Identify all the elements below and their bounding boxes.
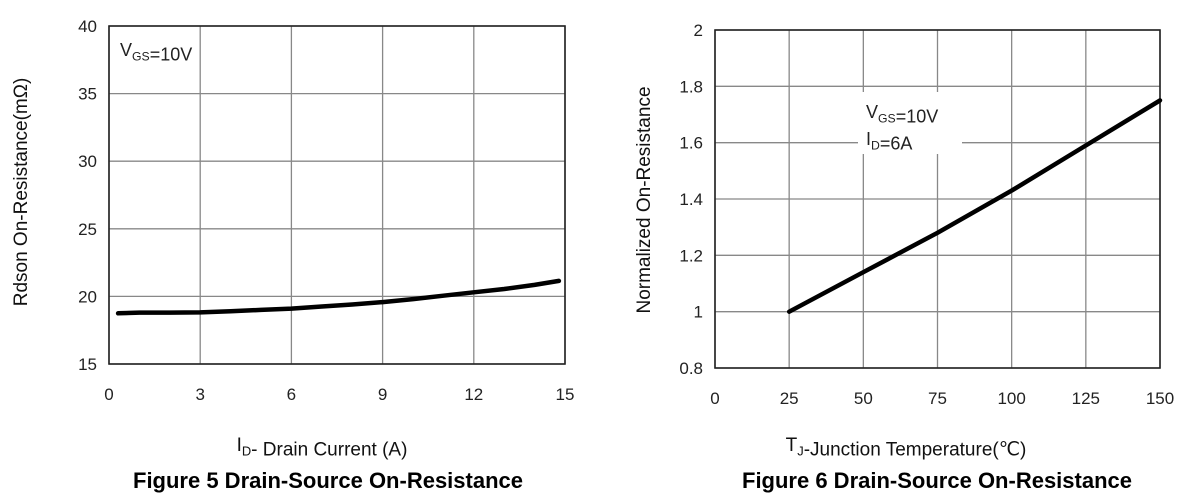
y-tick-label: 2 bbox=[694, 21, 703, 40]
y-tick-label: 30 bbox=[78, 152, 97, 171]
y-tick-label: 1.4 bbox=[679, 190, 703, 209]
y-tick-labels: 0.8 1 1.2 1.4 1.6 1.8 2 bbox=[679, 21, 703, 378]
x-tick-label: 75 bbox=[928, 389, 947, 408]
plot-frame bbox=[108, 25, 566, 365]
annotation-id: ID=6A bbox=[866, 129, 912, 153]
x-tick-label: 12 bbox=[464, 385, 483, 404]
y-tick-label: 40 bbox=[78, 17, 97, 36]
annotation-vgs: VGS=10V bbox=[866, 102, 938, 126]
grid bbox=[714, 29, 1161, 369]
y-tick-label: 1.2 bbox=[679, 246, 703, 265]
x-tick-label: 0 bbox=[710, 389, 719, 408]
plot-frame bbox=[714, 29, 1161, 369]
x-tick-label: 9 bbox=[378, 385, 387, 404]
y-tick-label: 1 bbox=[694, 303, 703, 322]
y-tick-label: 1.6 bbox=[679, 134, 703, 153]
x-tick-label: 6 bbox=[287, 385, 296, 404]
y-tick-label: 15 bbox=[78, 355, 97, 374]
x-tick-label: 150 bbox=[1146, 389, 1174, 408]
x-axis-label: ID- Drain Current (A) bbox=[237, 435, 408, 461]
x-tick-label: 15 bbox=[556, 385, 575, 404]
x-tick-labels: 0 3 6 9 12 15 bbox=[104, 385, 574, 404]
series-line bbox=[115, 278, 562, 316]
y-tick-labels: 15 20 25 30 35 40 bbox=[78, 17, 97, 374]
figure-caption: Figure 6 Drain-Source On-Resistance bbox=[742, 468, 1132, 493]
y-tick-label: 25 bbox=[78, 220, 97, 239]
x-tick-label: 125 bbox=[1072, 389, 1100, 408]
y-axis-label: Normalized On-Resistance bbox=[634, 86, 655, 313]
x-tick-label: 50 bbox=[854, 389, 873, 408]
x-axis-label: TJ-Junction Temperature(℃) bbox=[786, 435, 1027, 461]
y-tick-label: 20 bbox=[78, 287, 97, 306]
y-tick-label: 1.8 bbox=[679, 77, 703, 96]
y-tick-label: 0.8 bbox=[679, 359, 703, 378]
x-tick-labels: 0 25 50 75 100 125 150 bbox=[710, 389, 1174, 408]
x-tick-label: 100 bbox=[997, 389, 1025, 408]
annotation-background bbox=[858, 92, 962, 154]
x-tick-label: 0 bbox=[104, 385, 113, 404]
y-tick-label: 35 bbox=[78, 85, 97, 104]
chart-drain-current: 15 20 25 30 35 40 0 3 6 9 12 15 VGS=10V Rdson On-R… bbox=[11, 17, 574, 493]
figure-caption: Figure 5 Drain-Source On-Resistance bbox=[133, 468, 523, 493]
annotation-vgs: VGS=10V bbox=[120, 40, 192, 64]
chart-junction-temperature: 0.8 1 1.2 1.4 1.6 1.8 2 0 25 50 75 100 125 150 VGS=1… bbox=[634, 21, 1174, 493]
x-tick-label: 25 bbox=[780, 389, 799, 408]
x-tick-label: 3 bbox=[195, 385, 204, 404]
y-axis-label: Rdson On-Resistance(mΩ) bbox=[11, 78, 32, 307]
series-line bbox=[786, 98, 1163, 314]
